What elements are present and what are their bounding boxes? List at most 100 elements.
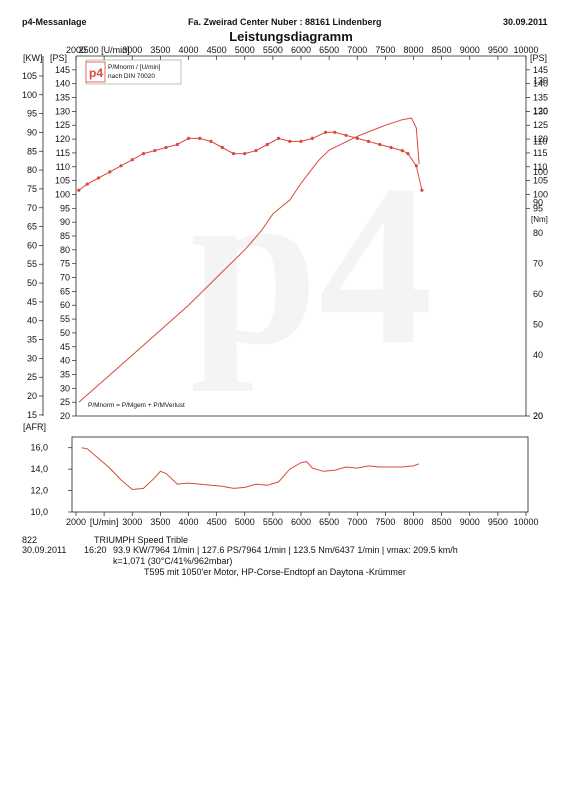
afr-x-tick-label: 9500 [488, 517, 508, 527]
performance-summary: 93.9 KW/7964 1/min | 127.6 PS/7964 1/min… [113, 545, 458, 555]
torque-point [209, 139, 213, 143]
torque-point [366, 139, 371, 143]
afr-frame [71, 436, 529, 513]
kw-tick-label: 90 [27, 127, 37, 137]
afr-x-tick-label: 9000 [460, 517, 480, 527]
ps-right-tick-label: 125 [533, 120, 548, 130]
unit-kw: [KW] [23, 53, 43, 63]
header-company: Fa. Zweirad Center Nuber : 88161 Lindenb… [188, 17, 382, 27]
torque-point [288, 139, 292, 143]
afr-tick-label: 12,0 [30, 486, 48, 496]
torque-point [220, 145, 224, 150]
top-x-tick-label: 2000 [66, 45, 86, 55]
afr-x-tick-label: 6500 [319, 517, 339, 527]
nm-tick-label: 80 [533, 228, 543, 238]
header-date: 30.09.2011 [503, 17, 548, 27]
kw-tick-label: 60 [27, 240, 37, 250]
top-x-tick-label: 10000 [513, 45, 538, 55]
torque-point [119, 164, 123, 168]
afr-x-tick-label: 3500 [150, 517, 170, 527]
torque-point [406, 152, 410, 156]
afr-x-tick-label: 5500 [263, 517, 283, 527]
torque-point [141, 152, 146, 156]
ps-left-tick-label: 60 [60, 300, 70, 310]
ps-right-tick-label: 100 [533, 189, 548, 199]
ps-left-tick-label: 135 [55, 93, 70, 103]
correction-factor: k=1,071 (30°C/41%/962mbar) [113, 556, 233, 566]
ps-right-tick-label: 145 [533, 65, 548, 75]
torque-point [231, 152, 236, 156]
top-x-tick-label: 9500 [488, 45, 508, 55]
torque-curve [78, 131, 423, 191]
unit-ps-right: [PS] [530, 53, 547, 63]
nm-tick-label: 110 [533, 136, 547, 146]
ps-left-tick-label: 95 [60, 203, 70, 213]
afr-x-tick-label: 7000 [347, 517, 367, 527]
ps-right-tick-label: 115 [533, 148, 547, 158]
top-x-tick-label: 7500 [375, 45, 395, 55]
kw-tick-label: 55 [27, 259, 37, 269]
kw-tick-label: 40 [27, 316, 37, 326]
ps-left-tick-label: 65 [60, 286, 70, 296]
top-x-tick-label: 2500 [U/min] [79, 45, 130, 55]
ps-left-tick-label: 30 [60, 383, 70, 393]
afr-tick-label: 14,0 [30, 464, 48, 474]
legend-line2: nach DIN 70020 [108, 73, 155, 80]
ps-left-tick-label: 20 [60, 411, 70, 421]
ps-left-tick-label: 145 [55, 65, 70, 75]
ps-right-tick-label: 20 [533, 411, 543, 421]
afr-x-tick-label: [U/min] [90, 517, 119, 527]
nm-tick-label: 50 [533, 319, 543, 329]
afr-x-tick-label: 4000 [178, 517, 198, 527]
torque-point [414, 164, 418, 168]
torque-point [389, 145, 393, 150]
kw-tick-label: 65 [27, 222, 37, 232]
torque-point [378, 142, 382, 147]
power-curve [78, 117, 420, 403]
top-x-tick-label: 9000 [460, 45, 480, 55]
unit-nm: [Nm] [531, 215, 548, 224]
ps-left-tick-label: 55 [60, 314, 70, 324]
afr-x-tick-label: 3000 [122, 517, 142, 527]
ps-left-tick-label: 25 [60, 397, 70, 407]
torque-point [324, 130, 328, 134]
ps-right-tick-label: 130 [533, 106, 548, 116]
vehicle-description: T595 mit 1050'er Motor, HP-Corse-Endtopf… [144, 567, 406, 577]
nm-tick-label: 20 [533, 411, 543, 421]
top-x-tick-label: 5500 [263, 45, 283, 55]
header-left: p4-Messanlage [22, 17, 87, 27]
kw-tick-label: 75 [27, 184, 37, 194]
ps-left-tick-label: 70 [60, 273, 70, 283]
torque-point [130, 158, 134, 162]
kw-tick-label: 30 [27, 353, 37, 363]
torque-point [243, 152, 247, 156]
vehicle-model: TRIUMPH Speed Trible [94, 535, 189, 545]
afr-x-tick-label: 5000 [235, 517, 255, 527]
ps-left-tick-label: 110 [56, 162, 70, 172]
run-code: 822 [22, 535, 38, 545]
torque-point [355, 136, 359, 140]
afr-x-tick-label: 8000 [403, 517, 423, 527]
top-x-tick-label: 4500 [207, 45, 227, 55]
afr-x-tick-label: 4500 [207, 517, 227, 527]
kw-tick-label: 45 [27, 297, 37, 307]
kw-tick-label: 35 [27, 335, 37, 345]
ps-left-tick-label: 45 [60, 342, 70, 352]
legend-box: p4 P/Mnorm / [U/min] nach DIN 70020 [85, 59, 182, 85]
torque-point [344, 133, 348, 137]
ps-left-tick-label: 115 [56, 148, 70, 158]
ps-right-tick-label: 110 [533, 162, 547, 172]
torque-point [164, 145, 168, 150]
ps-left-tick-label: 105 [55, 176, 70, 186]
ps-left-tick-label: 130 [55, 106, 70, 116]
torque-point [96, 176, 101, 180]
torque-point [400, 149, 404, 153]
run-date: 30.09.2011 [22, 545, 67, 555]
afr-x-tick-label: 8500 [432, 517, 452, 527]
chart-title: Leistungsdiagramm [229, 29, 353, 44]
top-x-tick-label: 6000 [291, 45, 311, 55]
ps-right-tick-label: 105 [533, 176, 548, 186]
top-x-tick-label: 4000 [178, 45, 198, 55]
